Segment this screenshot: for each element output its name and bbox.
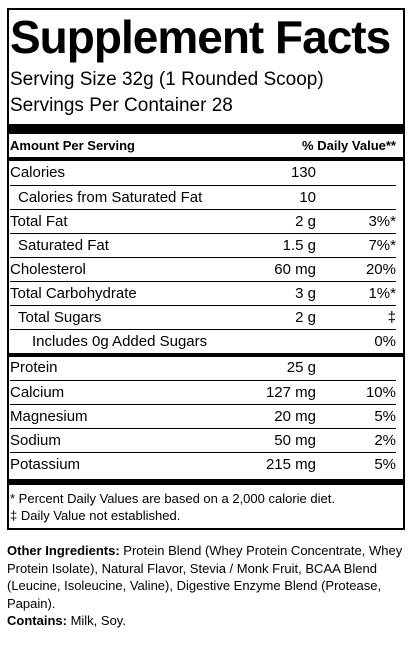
servings-per-container: Servings Per Container 28 <box>10 95 233 116</box>
nutrient-dv: 2% <box>374 432 396 449</box>
nutrient-amount: 25 g <box>286 359 316 376</box>
nutrient-name: Total Sugars <box>18 309 102 326</box>
other-ingredients-text: Protein Blend (Whey Protein Concentrate,… <box>7 543 403 611</box>
nutrient-dv: ‡ <box>387 309 396 326</box>
nutrient-row: Calcium 127 mg 10% <box>10 380 396 405</box>
nutrient-amount: 127 mg <box>265 384 316 401</box>
nutrient-row: Total Fat 2 g 3%* <box>10 209 396 234</box>
nutrient-row: Sodium 50 mg 2% <box>10 428 396 453</box>
footnote-daily-values: * Percent Daily Values are based on a 2,… <box>10 491 335 506</box>
nutrient-name: Calcium <box>10 384 65 401</box>
nutrient-name: Calories <box>10 164 66 181</box>
nutrient-amount: 130 <box>290 164 316 181</box>
other-ingredients-label: Other Ingredients: <box>7 543 120 558</box>
nutrient-name: Potassium <box>10 456 81 473</box>
nutrient-row: Total Carbohydrate 3 g 1%* <box>10 281 396 306</box>
nutrient-name: Sodium <box>10 432 61 449</box>
nutrient-row: Saturated Fat 1.5 g 7%* <box>10 233 396 258</box>
nutrient-amount: 2 g <box>295 309 316 326</box>
nutrient-dv: 5% <box>374 456 396 473</box>
nutrient-amount: 20 mg <box>274 408 316 425</box>
nutrient-amount: 1.5 g <box>282 237 316 254</box>
nutrient-row: Magnesium 20 mg 5% <box>10 404 396 429</box>
nutrient-dv: 7%* <box>368 237 396 254</box>
other-ingredients: Other Ingredients: Protein Blend (Whey P… <box>7 542 409 612</box>
nutrient-amount: 10 <box>299 189 316 206</box>
nutrient-name: Calories from Saturated Fat <box>18 189 203 206</box>
serving-size: Serving Size 32g (1 Rounded Scoop) <box>10 69 324 90</box>
nutrient-amount: 3 g <box>295 285 316 302</box>
nutrient-row: Calories from Saturated Fat 10 <box>10 185 396 210</box>
header-divider <box>8 157 404 161</box>
amount-per-serving-label: Amount Per Serving <box>10 138 135 153</box>
ingredients-block: Other Ingredients: Protein Blend (Whey P… <box>7 542 409 630</box>
contains-label: Contains: <box>7 613 67 628</box>
panel-title: Supplement Facts <box>10 11 391 63</box>
nutrient-amount: 215 mg <box>265 456 316 473</box>
nutrient-name: Includes 0g Added Sugars <box>32 333 208 350</box>
supplement-facts-panel <box>7 8 405 530</box>
nutrient-row: Includes 0g Added Sugars 0% <box>10 329 396 354</box>
nutrient-dv: 20% <box>365 261 396 278</box>
nutrient-dv: 1%* <box>368 285 396 302</box>
thick-divider <box>8 124 404 134</box>
nutrient-dv: 10% <box>365 384 396 401</box>
nutrient-dv: 5% <box>374 408 396 425</box>
contains-text: Milk, Soy. <box>66 613 126 628</box>
footer-divider <box>8 479 404 485</box>
nutrient-row: Calories 130 <box>10 161 396 185</box>
nutrient-name: Total Fat <box>10 213 68 230</box>
contains: Contains: Milk, Soy. <box>7 612 409 630</box>
nutrient-row: Total Sugars 2 g ‡ <box>10 305 396 330</box>
daily-value-label: % Daily Value** <box>302 138 396 153</box>
nutrient-name: Protein <box>10 359 58 376</box>
nutrient-dv: 3%* <box>368 213 396 230</box>
nutrient-amount: 50 mg <box>274 432 316 449</box>
nutrient-row: Cholesterol 60 mg 20% <box>10 257 396 282</box>
nutrient-dv: 0% <box>374 333 396 350</box>
nutrient-amount: 60 mg <box>274 261 316 278</box>
footnote-not-established: ‡ Daily Value not established. <box>10 508 181 523</box>
nutrient-amount: 2 g <box>295 213 316 230</box>
nutrient-name: Cholesterol <box>10 261 86 278</box>
nutrient-row: Protein 25 g <box>10 356 396 380</box>
nutrient-name: Total Carbohydrate <box>10 285 137 302</box>
nutrient-name: Saturated Fat <box>18 237 109 254</box>
nutrient-name: Magnesium <box>10 408 88 425</box>
table-header: Amount Per Serving % Daily Value** <box>10 134 396 156</box>
nutrient-row: Potassium 215 mg 5% <box>10 452 396 477</box>
protein-divider <box>8 353 404 357</box>
